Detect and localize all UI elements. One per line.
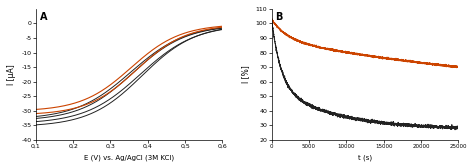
Y-axis label: I [%]: I [%] (241, 66, 250, 83)
X-axis label: E (V) vs. Ag/AgCl (3M KCl): E (V) vs. Ag/AgCl (3M KCl) (84, 155, 174, 161)
X-axis label: t (s): t (s) (358, 155, 372, 161)
Text: A: A (39, 12, 47, 22)
Text: B: B (275, 12, 283, 22)
Y-axis label: I [μA]: I [μA] (7, 64, 16, 85)
